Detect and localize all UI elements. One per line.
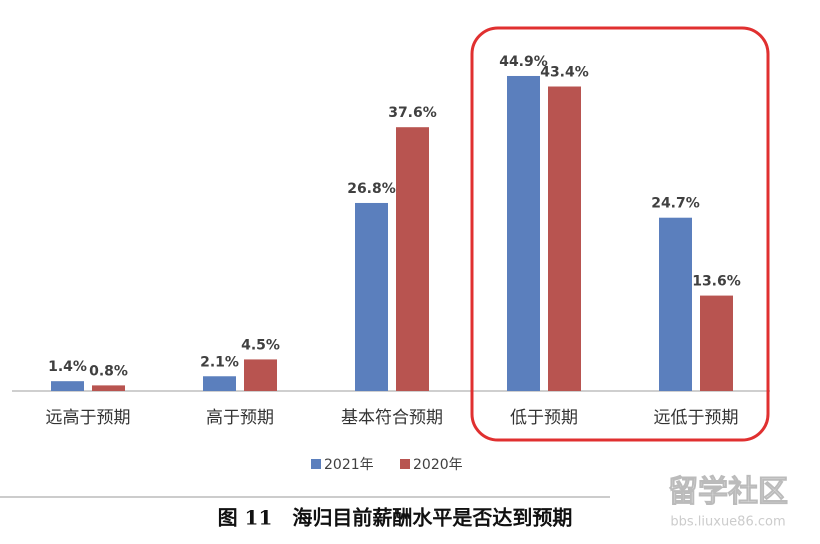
bar: [92, 385, 125, 391]
bar: [244, 359, 277, 391]
watermark: bbs.liuxue86.com: [670, 515, 785, 530]
value-label: 13.6%: [692, 274, 741, 290]
x-tick-label: 远高于预期: [46, 408, 131, 428]
value-label: 1.4%: [48, 359, 87, 375]
bar: [396, 127, 429, 392]
legend-swatch: [400, 459, 410, 469]
bar: [51, 381, 84, 391]
legend-label: 2021年: [324, 457, 374, 473]
value-label: 43.4%: [540, 65, 589, 81]
value-label: 0.8%: [89, 363, 128, 379]
bar: [548, 86, 581, 391]
x-tick-label: 低于预期: [510, 408, 578, 428]
value-label: 2.1%: [200, 354, 239, 370]
x-tick-label: 远低于预期: [654, 408, 739, 428]
x-tick-label: 高于预期: [206, 408, 274, 428]
bar: [659, 217, 692, 391]
bar: [355, 202, 388, 391]
highlight-box: [470, 26, 770, 442]
value-label: 4.5%: [241, 337, 280, 353]
bar: [700, 295, 733, 391]
caption: 图 11 海归目前薪酬水平是否达到预期: [218, 506, 573, 530]
legend-label: 2020年: [413, 457, 463, 473]
bar: [507, 75, 540, 391]
x-tick-label: 基本符合预期: [341, 408, 443, 428]
value-label: 26.8%: [347, 181, 396, 197]
value-label: 44.9%: [499, 54, 548, 70]
value-label: 37.6%: [388, 105, 437, 121]
value-label: 24.7%: [651, 196, 700, 212]
watermark: 留学社区: [668, 475, 788, 510]
legend-swatch: [311, 459, 321, 469]
bar: [203, 376, 236, 391]
